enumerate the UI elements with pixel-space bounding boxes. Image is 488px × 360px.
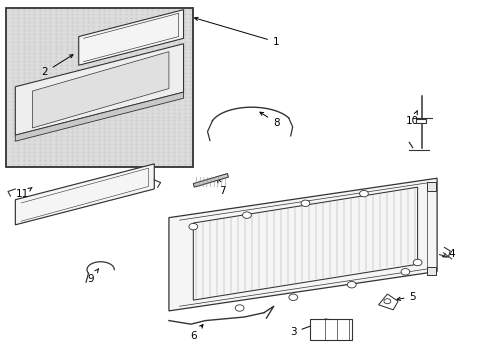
Text: 2: 2 — [41, 55, 73, 77]
Text: 8: 8 — [260, 112, 279, 128]
Circle shape — [288, 294, 297, 301]
Circle shape — [346, 282, 355, 288]
Polygon shape — [32, 51, 168, 128]
Polygon shape — [15, 164, 154, 225]
Polygon shape — [193, 174, 228, 187]
Text: 11: 11 — [16, 188, 32, 199]
Polygon shape — [378, 294, 397, 310]
Circle shape — [383, 299, 390, 304]
Circle shape — [412, 259, 421, 266]
Bar — [310, 319, 351, 339]
Text: 5: 5 — [396, 292, 415, 302]
Text: 6: 6 — [190, 325, 203, 341]
Polygon shape — [15, 92, 183, 141]
Bar — [427, 267, 435, 275]
Text: 9: 9 — [87, 269, 99, 284]
Circle shape — [400, 269, 409, 275]
Text: 1: 1 — [194, 17, 279, 47]
Circle shape — [301, 200, 309, 207]
Bar — [415, 119, 425, 123]
Text: 3: 3 — [289, 319, 328, 337]
Polygon shape — [168, 178, 436, 311]
Circle shape — [188, 224, 197, 230]
Circle shape — [242, 212, 251, 219]
Text: 7: 7 — [217, 179, 225, 196]
Polygon shape — [79, 10, 183, 65]
Bar — [427, 182, 435, 191]
Polygon shape — [15, 44, 183, 135]
Circle shape — [359, 190, 367, 197]
Text: 10: 10 — [406, 111, 418, 126]
FancyBboxPatch shape — [5, 8, 193, 167]
Circle shape — [235, 305, 244, 311]
Text: 4: 4 — [442, 248, 454, 258]
